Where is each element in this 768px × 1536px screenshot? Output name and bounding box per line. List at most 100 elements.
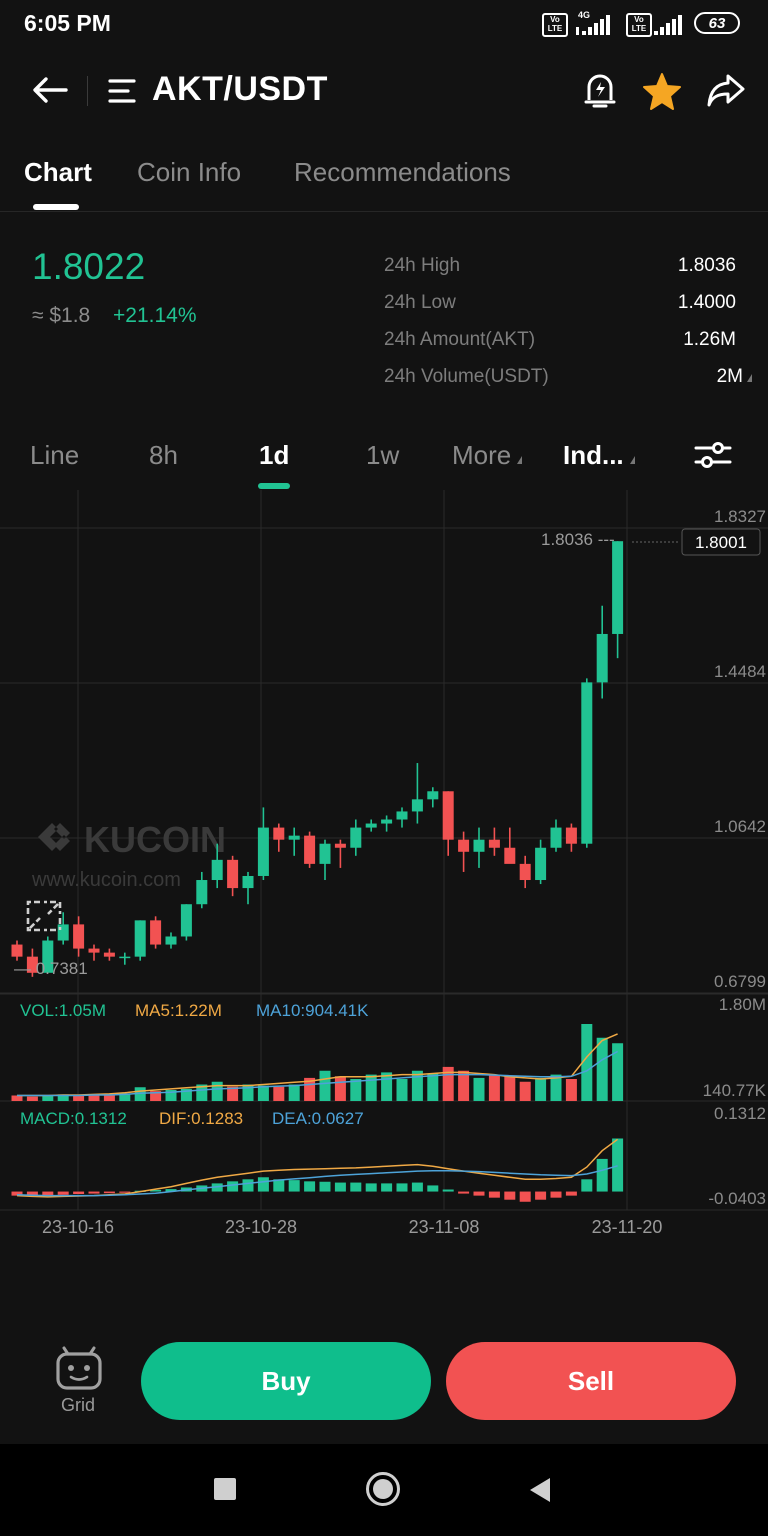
tab-recommendations[interactable]: Recommendations <box>294 157 511 187</box>
interval-8h[interactable]: 8h <box>149 440 178 470</box>
volume-bar <box>227 1086 239 1101</box>
candle <box>242 871 254 905</box>
favorite-star-icon[interactable] <box>642 72 682 110</box>
price-axis-label: 1.8327 <box>714 507 766 526</box>
volume-bar <box>581 1024 593 1101</box>
volume-bar <box>396 1079 408 1101</box>
interval-1w[interactable]: 1w <box>366 440 400 470</box>
date-axis-label: 23-10-28 <box>225 1217 297 1237</box>
indicators-dropdown[interactable]: Ind... <box>563 440 635 471</box>
grid-label[interactable]: Grid <box>61 1395 96 1415</box>
divider <box>0 211 768 212</box>
candle <box>26 948 38 977</box>
macd-bar <box>11 1191 23 1196</box>
volume-bar <box>150 1091 162 1101</box>
volume-bar <box>165 1090 177 1101</box>
dropdown-triangle-icon <box>517 456 523 464</box>
tab-coin-info[interactable]: Coin Info <box>137 157 242 187</box>
price-alert-bell-icon[interactable] <box>584 72 616 110</box>
candle-body <box>488 839 500 848</box>
macd-legend: MACD:0.1312 DIF:0.1283 DEA:0.0627 0.1312… <box>20 1104 766 1208</box>
candle-body <box>227 859 239 889</box>
volume-bar <box>288 1084 300 1101</box>
pair-title[interactable]: AKT/USDT <box>152 70 328 108</box>
candle <box>88 944 100 961</box>
tab-chart[interactable]: Chart <box>24 157 92 187</box>
candlestick-chart[interactable]: KUCOIN www.kucoin.com 1.8327 1.4484 1.0642… <box>0 490 768 1250</box>
interval-more-label: More <box>452 440 512 470</box>
candle <box>103 948 115 961</box>
volume-bar <box>334 1076 346 1101</box>
back-arrow-icon[interactable] <box>30 74 70 106</box>
candle <box>180 904 192 941</box>
share-icon[interactable] <box>706 72 746 108</box>
macd-bar <box>488 1191 500 1198</box>
interval-more[interactable]: More <box>452 440 523 471</box>
candle <box>304 831 316 868</box>
recents-square-icon[interactable] <box>214 1478 236 1500</box>
stat-value-24h-amount: 1.26M <box>683 329 736 350</box>
candle-body <box>350 827 362 848</box>
interval-1d[interactable]: 1d <box>259 440 290 470</box>
volte-icon: Vo LTE <box>542 13 568 37</box>
volume-bar <box>273 1086 285 1101</box>
kucoin-logo-icon <box>38 823 70 851</box>
home-circle-icon[interactable] <box>366 1472 400 1506</box>
candle <box>550 819 562 852</box>
macd-bar <box>304 1181 316 1192</box>
price-change-percent: +21.14% <box>113 304 197 327</box>
price-usd: ≈ $1.8 <box>32 304 91 327</box>
macd-bar <box>350 1182 362 1192</box>
volume-bar <box>257 1085 269 1101</box>
stat-value-24h-volume-wrap[interactable]: 2M <box>717 366 752 388</box>
sell-button[interactable]: Sell <box>446 1342 736 1420</box>
battery-level: 63 <box>708 15 726 32</box>
back-triangle-icon[interactable] <box>528 1476 552 1504</box>
volume-bar <box>103 1094 115 1101</box>
candle-body <box>442 791 454 840</box>
menu-icon[interactable] <box>108 78 138 104</box>
candle <box>365 819 377 832</box>
candle <box>381 815 393 832</box>
macd-dea-line <box>16 1165 618 1197</box>
macd-bar <box>504 1191 516 1200</box>
macd-bar <box>88 1191 100 1194</box>
macd-bar <box>365 1183 377 1192</box>
macd-bar <box>119 1191 131 1193</box>
interval-line[interactable]: Line <box>30 440 80 470</box>
candle-body <box>257 827 269 876</box>
price-axis-label: 1.4484 <box>714 662 766 681</box>
volume-bar <box>535 1077 547 1101</box>
volume-bar <box>381 1072 393 1101</box>
candle-body <box>550 827 562 848</box>
candle-body <box>150 920 162 945</box>
candle <box>165 932 177 949</box>
volume-bar <box>73 1094 85 1101</box>
macd-bar <box>150 1189 162 1192</box>
candle <box>442 791 454 856</box>
signal-icon-2 <box>654 15 682 35</box>
price-markers: 1.8036 --- 1.8001 — 0.7381 <box>14 528 761 978</box>
fullscreen-expand-icon[interactable] <box>26 900 62 932</box>
candle-body <box>504 847 516 864</box>
buy-button[interactable]: Buy <box>141 1342 431 1420</box>
volume-axis-min: 140.77K <box>703 1081 767 1100</box>
chart-settings-sliders-icon[interactable] <box>694 440 732 470</box>
volume-bars <box>11 1024 624 1101</box>
last-price: 1.8022 <box>32 246 146 287</box>
volume-bar <box>42 1096 54 1101</box>
candle-body <box>304 835 316 864</box>
volume-bar <box>442 1066 454 1101</box>
candle <box>458 831 470 872</box>
volume-bar <box>180 1088 192 1101</box>
grid-bot-icon[interactable] <box>54 1346 104 1392</box>
macd-bar <box>411 1182 423 1192</box>
last-price-tag-box <box>681 528 761 556</box>
candle-body <box>411 799 423 812</box>
stat-label-24h-amount: 24h Amount(AKT) <box>384 329 536 350</box>
macd-bar <box>227 1181 239 1192</box>
macd-bar <box>288 1180 300 1192</box>
candle <box>565 823 577 852</box>
volume-bar <box>88 1095 100 1101</box>
header-divider <box>87 76 88 106</box>
